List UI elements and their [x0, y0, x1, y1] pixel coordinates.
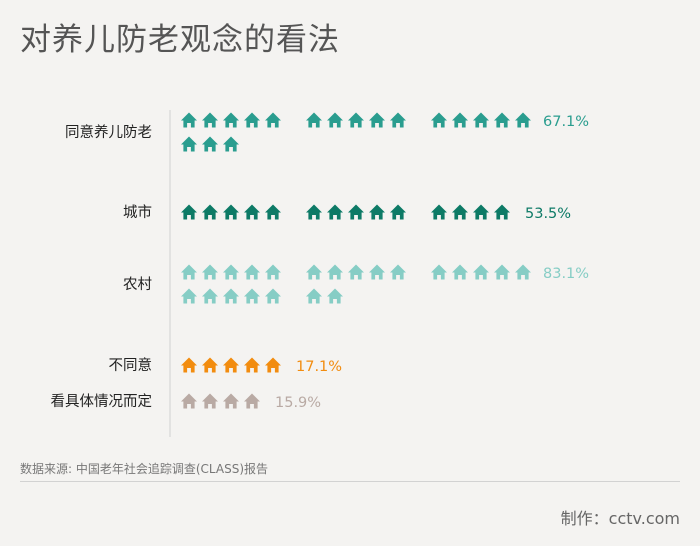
house-icon [306, 204, 322, 220]
value-label: 83.1% [543, 266, 589, 282]
chart-title: 对养儿防老观念的看法 [20, 22, 340, 58]
value-label: 17.1% [296, 359, 342, 375]
source-note: 数据来源: 中国老年社会追踪调查(CLASS)报告 [20, 462, 269, 476]
house-icon [348, 112, 364, 128]
category-label: 不同意 [109, 356, 153, 374]
house-icon [181, 288, 197, 304]
house-icon [306, 264, 322, 280]
house-icon [244, 264, 260, 280]
house-icon [494, 112, 510, 128]
category-label: 看具体情况而定 [51, 393, 153, 410]
house-icon [348, 204, 364, 220]
house-icon [390, 264, 406, 280]
house-icon [452, 264, 468, 280]
house-icon [494, 204, 510, 220]
house-icon [431, 204, 447, 220]
house-icon [348, 264, 364, 280]
house-icon [202, 136, 218, 152]
category-label: 城市 [123, 204, 152, 221]
house-icon [494, 264, 510, 280]
value-label: 15.9% [275, 395, 321, 411]
house-icon [202, 288, 218, 304]
house-icon [369, 264, 385, 280]
house-icon [223, 136, 239, 152]
house-icon [327, 204, 343, 220]
house-icon [265, 112, 281, 128]
house-icon [390, 112, 406, 128]
house-icon [202, 112, 218, 128]
house-icon [369, 112, 385, 128]
house-icon [390, 204, 406, 220]
house-icon [181, 204, 197, 220]
house-icon [473, 112, 489, 128]
house-icon [452, 204, 468, 220]
house-icon [244, 204, 260, 220]
house-icon [473, 264, 489, 280]
house-icon [265, 357, 281, 373]
house-icon [473, 204, 489, 220]
house-icon [244, 112, 260, 128]
house-icon [223, 393, 239, 409]
category-label: 农村 [123, 276, 152, 293]
house-icon [202, 264, 218, 280]
category-label: 同意养儿防老 [65, 123, 152, 141]
house-icon [306, 112, 322, 128]
value-label: 53.5% [525, 206, 571, 222]
credit-text: 制作：cctv.com [560, 509, 680, 528]
house-icon [452, 112, 468, 128]
house-icon [223, 264, 239, 280]
house-icon [244, 393, 260, 409]
house-icon [181, 136, 197, 152]
house-icon [181, 264, 197, 280]
house-icon [244, 357, 260, 373]
house-icon [223, 288, 239, 304]
house-icon [515, 264, 531, 280]
house-icon [306, 288, 322, 304]
house-icon [181, 357, 197, 373]
house-icon [327, 264, 343, 280]
house-icon [431, 264, 447, 280]
house-icon [265, 288, 281, 304]
house-icon [202, 393, 218, 409]
house-icon [265, 204, 281, 220]
house-icon [223, 204, 239, 220]
house-icon [202, 204, 218, 220]
house-icon [327, 288, 343, 304]
house-icon [181, 393, 197, 409]
footer-divider [20, 481, 680, 482]
house-icon [327, 112, 343, 128]
house-icon [223, 112, 239, 128]
house-icon [244, 288, 260, 304]
house-icon [202, 357, 218, 373]
value-label: 67.1% [543, 114, 589, 130]
house-icon [223, 357, 239, 373]
house-icon [515, 112, 531, 128]
house-icon [265, 264, 281, 280]
house-icon [181, 112, 197, 128]
house-icon [369, 204, 385, 220]
house-icon [431, 112, 447, 128]
